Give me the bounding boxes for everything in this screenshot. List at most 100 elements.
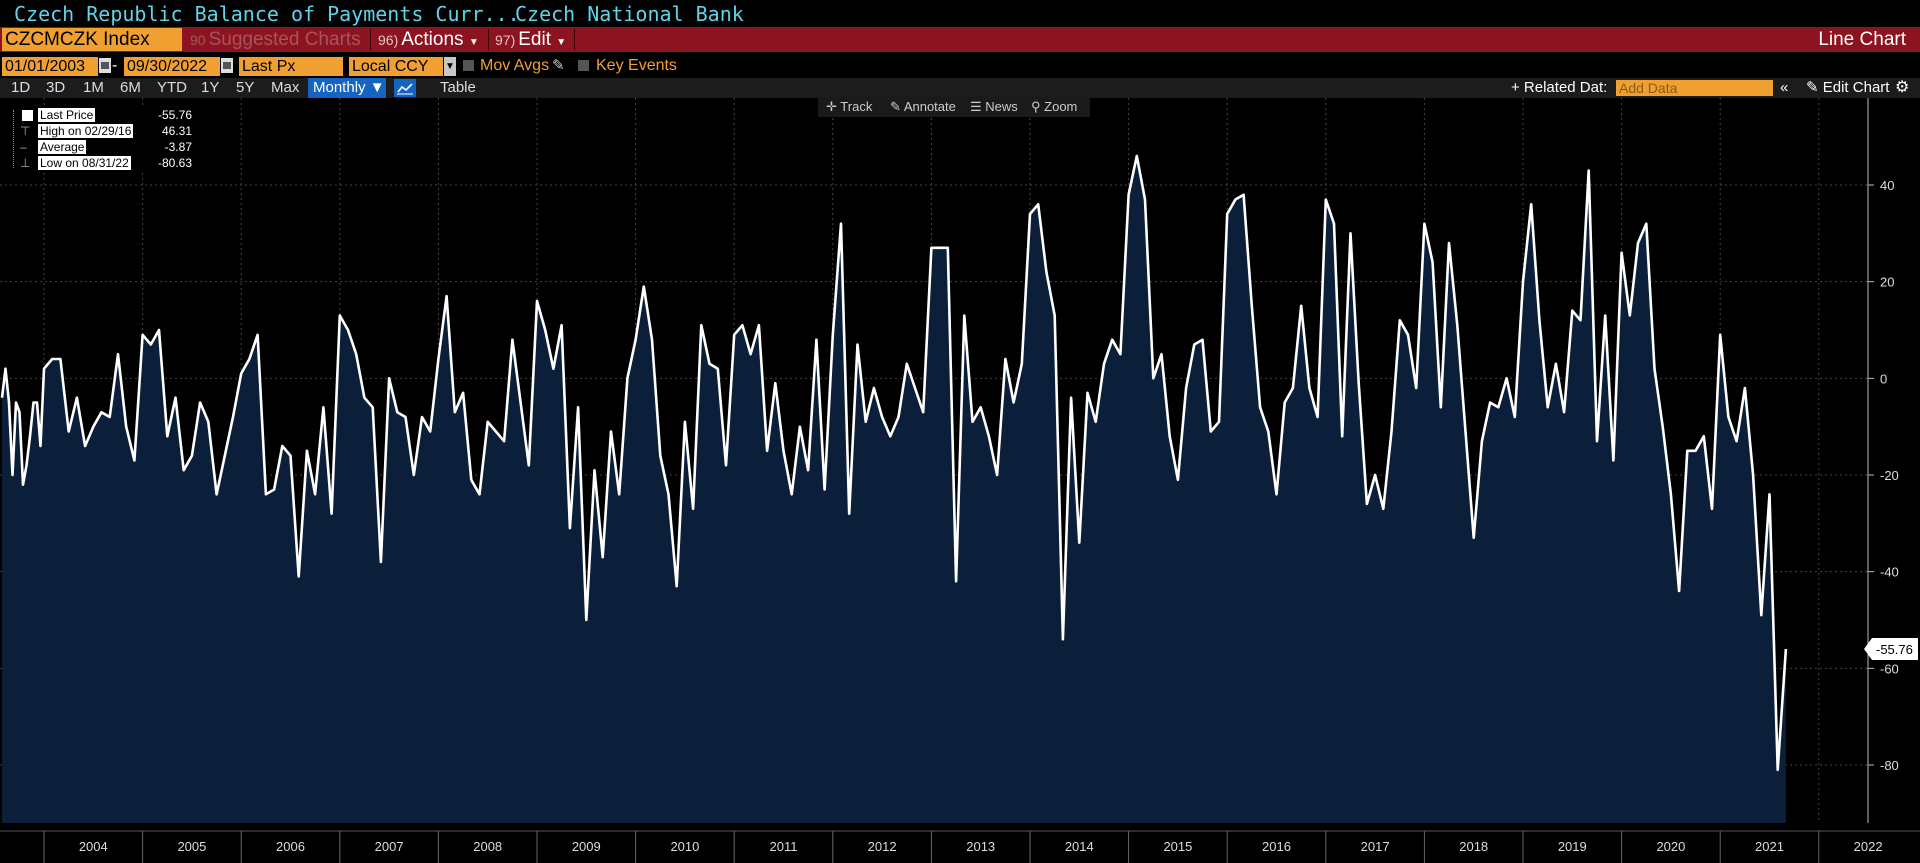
legend-low-label: Low on 08/31/22 [38, 156, 131, 170]
end-date-field[interactable]: 09/30/2022 [124, 57, 220, 76]
key-events-checkbox[interactable] [578, 60, 589, 71]
x-tick-label: 2013 [966, 839, 995, 854]
y-tick-label: 0 [1880, 371, 1887, 386]
x-tick-label: 2010 [670, 839, 699, 854]
low-marker-icon: ⊥ [20, 156, 31, 170]
pencil-icon: ✎ [1806, 79, 1819, 96]
edit-menu-button[interactable]: 97) Edit ▼ [495, 28, 566, 51]
legend-average: – Average -3.87 [4, 140, 192, 155]
key-events-label[interactable]: Key Events [596, 57, 677, 74]
command-separator [574, 29, 575, 50]
double-chevron-left-icon[interactable]: « [1780, 79, 1789, 96]
legend-last-price[interactable]: Last Price -55.76 [4, 108, 192, 123]
suggested-charts-number: 90 [190, 32, 206, 48]
legend-last-price-label: Last Price [38, 108, 96, 122]
actions-label: Actions [401, 29, 464, 50]
annotate-button[interactable]: ✎ Annotate [890, 97, 956, 117]
line-chart[interactable]: 40 20 0 -20 -40 -60 -80 2004 2005 2006 2007 2008 200… [0, 98, 1920, 863]
pencil-icon[interactable]: ✎ [552, 57, 565, 74]
x-tick-label: 2004 [79, 839, 108, 854]
x-tick-label: 2008 [473, 839, 502, 854]
gear-icon[interactable]: ⚙ [1895, 79, 1910, 96]
x-tick-label: 2007 [375, 839, 404, 854]
x-tick-label: 2014 [1065, 839, 1094, 854]
track-button[interactable]: ✛ Track [826, 97, 872, 117]
x-tick-label: 2009 [572, 839, 601, 854]
series-area [2, 156, 1786, 823]
actions-menu-button[interactable]: 96) Actions ▼ [378, 28, 479, 51]
period-1m[interactable]: 1M [83, 79, 104, 96]
period-3d[interactable]: 3D [46, 79, 66, 96]
x-tick-label: 2018 [1459, 839, 1488, 854]
ticker-field[interactable]: CZCMCZK Index [2, 28, 182, 51]
last-value-tag: -55.76 [1864, 638, 1918, 660]
period-bar: 1D 3D 1M 6M YTD 1Y 5Y Max Monthly ▼ Tabl… [0, 78, 1920, 98]
data-source: Czech National Bank [515, 2, 744, 26]
x-tick-label: 2005 [177, 839, 206, 854]
series-checkbox[interactable] [22, 110, 33, 121]
actions-number: 96) [378, 32, 399, 48]
chevron-down-icon: ▼ [468, 37, 479, 48]
suggested-charts-button[interactable]: 90 Suggested Charts [190, 28, 361, 51]
chevron-down-icon[interactable]: ▼ [444, 57, 456, 76]
y-tick-label: 20 [1880, 275, 1894, 290]
track-label: Track [840, 99, 873, 114]
x-tick-label: 2022 [1854, 839, 1883, 854]
edit-chart-button[interactable]: ✎ Edit Chart [1806, 78, 1889, 98]
mov-avgs-label[interactable]: Mov Avgs [480, 57, 550, 74]
title-bar: Czech Republic Balance of Payments Curr.… [0, 0, 1920, 27]
legend-tree-line [13, 110, 15, 168]
start-date-field[interactable]: 01/01/2003 [2, 57, 98, 76]
average-marker-icon: – [20, 140, 27, 154]
axes: 40 20 0 -20 -40 -60 -80 2004 2005 2006 2007 2008 200… [0, 98, 1920, 863]
command-separator [488, 29, 489, 50]
period-1y[interactable]: 1Y [201, 79, 220, 96]
chevron-down-icon: ▼ [556, 37, 567, 48]
x-tick-label: 2011 [770, 839, 798, 854]
news-button[interactable]: ☰ News [970, 97, 1018, 117]
date-range-separator: - [112, 57, 118, 74]
related-data-label: + Related Dat: [1511, 79, 1608, 96]
calendar-icon[interactable] [221, 58, 233, 73]
currency-select[interactable]: Local CCY [349, 57, 443, 76]
y-tick-label: -80 [1880, 758, 1899, 773]
options-bar: 01/01/2003 - 09/30/2022 Last Px Local CC… [0, 52, 1920, 78]
legend-high-label: High on 02/29/16 [38, 124, 134, 138]
period-1d[interactable]: 1D [11, 79, 31, 96]
price-field-select[interactable]: Last Px [239, 57, 343, 76]
x-tick-label: 2015 [1163, 839, 1192, 854]
page-title: Czech Republic Balance of Payments Curr.… [14, 2, 520, 26]
y-tick-label: -60 [1880, 661, 1899, 676]
frequency-select[interactable]: Monthly ▼ [308, 78, 386, 98]
edit-chart-label: Edit Chart [1822, 79, 1890, 96]
annotate-label: Annotate [903, 99, 956, 114]
zoom-button[interactable]: ⚲ Zoom [1031, 97, 1077, 117]
legend-high-value: 46.31 [161, 124, 192, 138]
add-data-input[interactable]: Add Data [1616, 80, 1773, 96]
command-bar: CZCMCZK Index 90 Suggested Charts 96) Acti… [0, 27, 1920, 52]
calendar-icon[interactable] [99, 58, 111, 73]
magnifier-icon: ⚲ [1031, 99, 1041, 114]
mov-avgs-checkbox[interactable] [463, 60, 474, 71]
x-tick-label: 2017 [1361, 839, 1390, 854]
x-tick-label: 2021 [1755, 839, 1784, 854]
legend-average-label: Average [38, 140, 87, 154]
x-tick-label: 2012 [868, 839, 897, 854]
chart-type-label: Line Chart [1818, 29, 1906, 50]
y-tick-label: -20 [1880, 468, 1899, 483]
y-tick-label: 40 [1880, 178, 1894, 193]
legend-high: ⊤ High on 02/29/16 46.31 [4, 124, 192, 139]
suggested-charts-label: Suggested Charts [208, 29, 361, 50]
x-tick-label: 2019 [1558, 839, 1587, 854]
period-ytd[interactable]: YTD [157, 79, 187, 96]
period-max[interactable]: Max [271, 79, 300, 96]
period-5y[interactable]: 5Y [236, 79, 255, 96]
series-line[interactable] [0, 154, 1788, 772]
legend: Last Price -55.76 ⊤ High on 02/29/16 46.… [4, 107, 192, 173]
period-6m[interactable]: 6M [120, 79, 141, 96]
chart-toolbar: ✛ Track ✎ Annotate ☰ News ⚲ Zoom [818, 97, 1090, 117]
y-tick-label: -40 [1880, 565, 1899, 580]
line-chart-icon[interactable] [394, 79, 416, 97]
legend-low-value: -80.63 [157, 156, 192, 170]
table-view-button[interactable]: Table [440, 79, 476, 96]
